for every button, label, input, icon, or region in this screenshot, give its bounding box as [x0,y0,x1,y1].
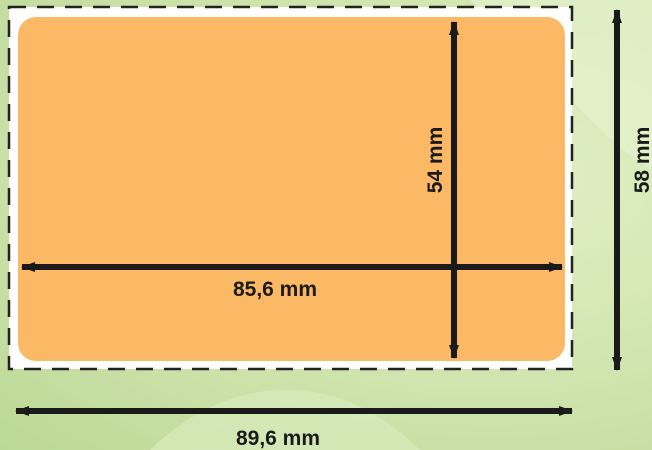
card-width-label: 85,6 mm [233,278,317,301]
card-body [18,17,565,361]
bleed-width-label: 89,6 mm [236,427,320,450]
bleed-height-label: 58 mm [631,127,652,194]
card-height-label: 54 mm [424,127,447,194]
bleed-border [7,5,574,371]
background-swirl [150,389,420,450]
